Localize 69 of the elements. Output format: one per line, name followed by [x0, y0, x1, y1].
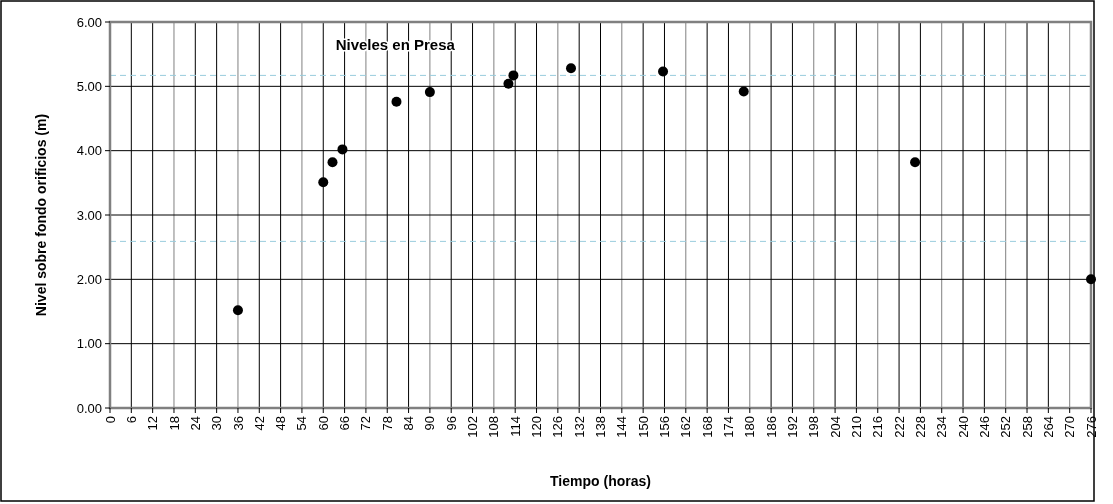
x-tick-label: 108 [486, 416, 502, 438]
x-tick-label: 186 [763, 416, 779, 438]
x-tick-label: 234 [934, 416, 950, 438]
x-tick-label: 276 [1083, 416, 1099, 438]
x-tick-label: 66 [337, 416, 353, 431]
x-tick-label: 120 [529, 416, 545, 438]
x-tick-label: 36 [230, 416, 246, 431]
x-tick-label: 114 [507, 416, 523, 437]
x-tick-label: 168 [699, 416, 715, 438]
x-tick-label: 12 [145, 416, 161, 431]
x-tick-label: 270 [1062, 416, 1078, 438]
x-tick-label: 174 [721, 416, 737, 438]
point [318, 177, 329, 188]
x-axis-title: Tiempo (horas) [550, 473, 651, 489]
x-tick-label: 132 [571, 416, 587, 438]
y-tick-label: 2.00 [76, 271, 102, 287]
point [738, 86, 749, 97]
x-tick-label: 246 [976, 416, 992, 438]
x-tick-label: 198 [806, 416, 822, 438]
x-tick-label: 96 [443, 416, 459, 431]
point [424, 87, 435, 98]
point [658, 66, 669, 77]
x-tick-label: 84 [401, 416, 417, 431]
x-tick-label: 90 [422, 416, 438, 431]
y-tick-label: 4.00 [76, 143, 102, 159]
x-tick-label: 24 [187, 416, 203, 431]
x-tick-label: 240 [955, 416, 971, 438]
x-tick-label: 192 [784, 416, 800, 438]
point [566, 63, 576, 74]
x-tick-label: 162 [678, 416, 694, 438]
y-tick-label: 3.00 [76, 207, 102, 223]
x-tick-label: 0 [102, 416, 118, 424]
point [391, 96, 402, 107]
x-tick-label: 210 [848, 416, 864, 438]
x-tick-label: 54 [294, 416, 310, 431]
x-tick-label: 42 [251, 416, 267, 431]
point [503, 78, 514, 89]
point [508, 70, 519, 81]
x-tick-label: 180 [742, 416, 758, 438]
point [1086, 274, 1096, 285]
y-axis-title: Nivel sobre fondo orificios (m) [33, 113, 49, 317]
x-tick-label: 150 [635, 416, 651, 438]
x-tick-label: 252 [998, 416, 1014, 438]
point [337, 144, 348, 155]
y-tick-label: 0.00 [76, 400, 102, 416]
x-tick-label: 156 [657, 416, 673, 438]
point [327, 157, 338, 168]
x-tick-label: 78 [379, 416, 395, 431]
x-tick-label: 72 [358, 416, 374, 431]
x-tick-label: 126 [550, 416, 566, 438]
x-tick-label: 18 [166, 416, 182, 431]
y-tick-label: 1.00 [76, 336, 102, 352]
x-tick-label: 144 [614, 416, 630, 438]
x-tick-label: 204 [827, 416, 843, 438]
x-tick-label: 60 [315, 416, 331, 431]
x-tick-label: 222 [891, 416, 907, 438]
x-tick-label: 48 [273, 416, 289, 431]
x-tick-label: 264 [1040, 416, 1056, 438]
x-tick-label: 102 [465, 416, 481, 438]
x-tick-label: 30 [209, 416, 225, 431]
point [232, 305, 243, 316]
x-tick-label: 228 [912, 416, 928, 438]
y-tick-label: 5.00 [76, 78, 102, 94]
x-tick-label: 258 [1019, 416, 1035, 438]
y-tick-label: 6.00 [76, 14, 102, 30]
point [910, 157, 921, 168]
x-tick-label: 138 [593, 416, 609, 438]
x-tick-label: 6 [123, 416, 139, 424]
x-tick-label: 216 [870, 416, 886, 438]
